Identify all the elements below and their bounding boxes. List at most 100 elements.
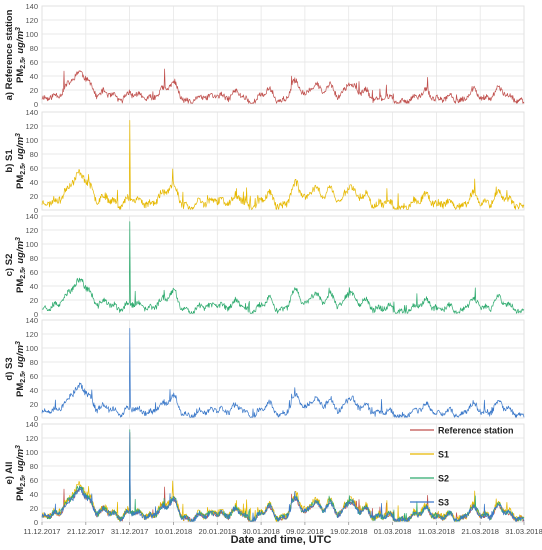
series-line-reference-station [41, 68, 525, 104]
y-tick-label: 100 [25, 136, 38, 145]
panel-c: 0 20 40 60 80 100 120 140 c) S2PM2.5, ug/m3 [4, 212, 525, 319]
y-tick-label: 100 [25, 448, 38, 457]
y-tick-label: 20 [30, 400, 38, 409]
y-tick-label: 120 [25, 434, 38, 443]
x-axis: 11.12.2017 21.12.2017 31.12.2017 10.01.2018… [24, 522, 542, 536]
legend-label: S1 [438, 450, 449, 460]
panel-label-sup: 3 [15, 445, 22, 449]
x-tick-label: 09.02.2018 [286, 527, 324, 536]
y-tick-label: 40 [30, 386, 38, 395]
legend-label: S2 [438, 474, 449, 484]
y-tick-label: 60 [30, 58, 38, 67]
y-tick-label: 0 [34, 518, 38, 527]
panel-e: 0 20 40 60 80 100 120 140 e) AllPM2.5, ug/m3 [4, 420, 525, 527]
panel-label-pm: PM [15, 487, 26, 501]
series-line-s1 [41, 120, 525, 210]
y-tick-label: 0 [34, 414, 38, 423]
panel-frame [41, 319, 525, 419]
series-line-s3 [41, 432, 525, 522]
legend-label: Reference station [438, 426, 514, 436]
y-tick-label: 100 [25, 240, 38, 249]
x-tick-label: 31.12.2017 [111, 527, 149, 536]
y-tick-label: 80 [30, 254, 38, 263]
panel-label-sub: 2.5 [20, 165, 27, 175]
panel-frame [41, 215, 525, 315]
y-tick-label: 140 [25, 212, 38, 221]
panel-label-sub: 2.5 [20, 59, 27, 69]
panel-label-sup: 3 [15, 341, 22, 345]
x-tick-label: 21.12.2017 [67, 527, 105, 536]
panel-label-unit: , ug/m [15, 136, 26, 166]
panel-label-prefix: e) All [4, 462, 15, 485]
panel-label-prefix: c) S2 [4, 254, 15, 277]
y-tick-label: 60 [30, 372, 38, 381]
x-tick-label: 20.01.2018 [198, 527, 236, 536]
x-tick-label: 31.03.2018 [505, 527, 542, 536]
panel-label-sub: 2.5 [20, 477, 27, 487]
panel-label-pm: PM [15, 383, 26, 397]
y-tick-label: 140 [25, 420, 38, 429]
panel-d: 0 20 40 60 80 100 120 140 d) S3PM2.5, ug/m3 [4, 316, 525, 423]
x-tick-label: 11.03.2018 [418, 527, 455, 536]
panel-e-y-axis-title: e) AllPM2.5, ug/m3 [4, 445, 27, 501]
panel-label-unit: , ug/m [15, 344, 26, 374]
panel-a-y-axis-title: a) Reference stationPM2.5, ug/m3 [4, 9, 27, 100]
panel-label-unit: , ug/m [15, 30, 26, 60]
y-tick-label: 40 [30, 178, 38, 187]
panel-d-y-axis-title: d) S3PM2.5, ug/m3 [4, 341, 27, 397]
x-tick-label: 19.02.2018 [330, 527, 368, 536]
y-tick-label: 0 [34, 206, 38, 215]
panel-label-sub: 2.5 [20, 373, 27, 383]
y-tick-label: 80 [30, 358, 38, 367]
x-tick-label: 21.03.2018 [461, 527, 499, 536]
y-tick-label: 140 [25, 108, 38, 117]
y-tick-label: 40 [30, 282, 38, 291]
y-tick-label: 20 [30, 86, 38, 95]
y-tick-label: 80 [30, 150, 38, 159]
y-tick-label: 120 [25, 122, 38, 131]
panel-label-pm: PM [15, 175, 26, 189]
y-tick-label: 20 [30, 192, 38, 201]
y-tick-label: 40 [30, 72, 38, 81]
panel-label-sub: 2.5 [20, 269, 27, 279]
x-tick-label: 11.12.2017 [24, 527, 61, 536]
x-tick-label: 01.03.2018 [374, 527, 412, 536]
panel-label-unit: , ug/m [15, 448, 26, 478]
series-line-s3 [41, 328, 525, 418]
y-tick-label: 20 [30, 296, 38, 305]
y-tick-label: 120 [25, 16, 38, 25]
panel-label-sup: 3 [15, 27, 22, 31]
panels-group: 0 20 40 60 80 100 120 140 a) Reference stationPM… [4, 2, 525, 527]
y-tick-label: 60 [30, 476, 38, 485]
panel-label-sup: 3 [15, 237, 22, 241]
legend-label: S3 [438, 498, 449, 508]
panel-frame [41, 423, 525, 523]
y-tick-label: 0 [34, 100, 38, 109]
panel-frame [41, 111, 525, 211]
legend: Reference station S1 S2 S3 [410, 426, 514, 508]
panel-label-pm: PM [15, 69, 26, 83]
y-tick-label: 0 [34, 310, 38, 319]
x-tick-label: 30.01.2018 [242, 527, 280, 536]
y-tick-label: 20 [30, 504, 38, 513]
y-tick-label: 40 [30, 490, 38, 499]
y-tick-label: 120 [25, 226, 38, 235]
panel-frame [41, 5, 525, 105]
x-axis-title: Date and time, UTC [231, 534, 332, 546]
panel-label-prefix: b) S1 [4, 149, 15, 173]
panel-b-y-axis-title: b) S1PM2.5, ug/m3 [4, 133, 27, 189]
x-tick-label: 10.01.2018 [155, 527, 193, 536]
y-tick-label: 100 [25, 344, 38, 353]
panel-b: 0 20 40 60 80 100 120 140 b) S1PM2.5, ug/m3 [4, 108, 525, 215]
y-tick-label: 60 [30, 268, 38, 277]
panel-label-prefix: d) S3 [4, 357, 15, 380]
panel-label-pm: PM [15, 279, 26, 293]
y-tick-label: 120 [25, 330, 38, 339]
series-line-s2 [42, 221, 525, 314]
y-tick-label: 60 [30, 164, 38, 173]
y-tick-label: 80 [30, 44, 38, 53]
panel-label-unit: , ug/m [15, 240, 26, 270]
y-tick-label: 80 [30, 462, 38, 471]
